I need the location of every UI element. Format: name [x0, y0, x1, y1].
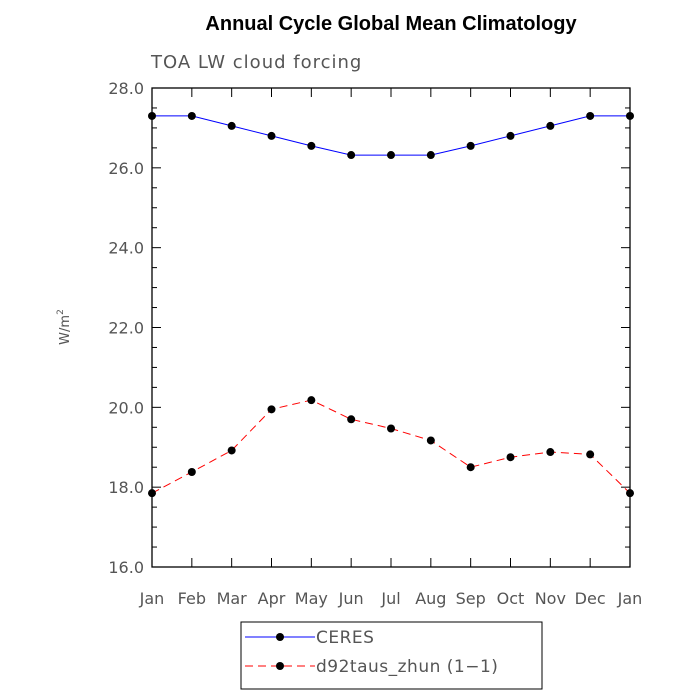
y-tick-label: 26.0: [108, 159, 144, 178]
x-axis: Jan Feb Mar Apr May Jun Jul Aug Sep Oct Nov Dec Jan: [139, 88, 643, 608]
data-point: [227, 121, 236, 130]
y-tick-label: 22.0: [108, 319, 144, 338]
x-tick-label: Oct: [497, 589, 525, 608]
data-point: [387, 424, 395, 433]
y-axis-label-superscript: 2: [56, 309, 66, 315]
data-point: [626, 489, 634, 498]
data-point: [546, 121, 555, 130]
x-tick-label: Jan: [139, 589, 165, 608]
x-tick-label: Dec: [575, 589, 606, 608]
series-line-1: [151, 399, 631, 494]
legend-marker-ceres: [276, 633, 284, 641]
legend-label-ceres: CERES: [316, 628, 374, 648]
x-tick-label: Nov: [535, 589, 566, 608]
x-tick-label: Jul: [380, 589, 400, 608]
data-point: [187, 467, 196, 476]
y-axis: 16.0 18.0 20.0 22.0 24.0 26.0 28.0: [108, 79, 630, 577]
x-tick-label: May: [295, 589, 328, 608]
legend-label-d92taus: d92taus_zhun (1−1): [316, 657, 498, 677]
data-point: [307, 396, 316, 405]
y-tick-label: 24.0: [108, 239, 144, 258]
data-point: [148, 489, 156, 498]
y-tick-label: 18.0: [108, 478, 144, 497]
data-point: [187, 111, 196, 120]
data-point: [586, 450, 595, 459]
data-point: [347, 415, 356, 424]
x-tick-label: Jan: [617, 589, 643, 608]
chart-title: Annual Cycle Global Mean Climatology: [205, 13, 577, 35]
x-tick-label: Feb: [178, 589, 206, 608]
data-point: [586, 111, 595, 120]
data-point: [267, 405, 276, 414]
data-point: [466, 141, 475, 150]
y-axis-label: W/m2: [56, 309, 73, 345]
x-tick-label: Jun: [338, 589, 364, 608]
data-point: [267, 131, 276, 140]
data-point: [506, 453, 515, 462]
series-layer: [148, 111, 634, 498]
plot-frame: [151, 87, 631, 568]
y-axis-label-main: W/m: [58, 315, 73, 345]
y-tick-label: 16.0: [108, 558, 144, 577]
data-point: [307, 141, 316, 150]
x-tick-label: Aug: [415, 589, 446, 608]
y-tick-label: 20.0: [108, 398, 144, 417]
x-tick-label: Mar: [217, 589, 248, 608]
x-tick-label: Sep: [456, 589, 486, 608]
x-tick-label: Apr: [258, 589, 286, 608]
legend-marker-d92taus: [276, 662, 284, 670]
data-point: [387, 151, 395, 160]
data-point: [506, 131, 515, 140]
data-point: [347, 151, 356, 160]
legend-item-ceres: CERES: [245, 628, 374, 648]
data-point: [466, 463, 475, 472]
data-point: [626, 111, 634, 120]
data-point: [148, 111, 156, 120]
data-point: [546, 448, 555, 457]
data-point: [426, 436, 435, 445]
chart-subtitle: TOA LW cloud forcing: [150, 52, 362, 73]
plot-border: [151, 87, 631, 568]
legend-box: [240, 621, 543, 690]
y-tick-label: 28.0: [108, 79, 144, 98]
legend: CERES d92taus_zhun (1−1): [240, 621, 543, 690]
data-point: [227, 446, 236, 455]
data-point: [426, 151, 435, 160]
series-line-0: [152, 115, 630, 156]
legend-item-d92taus: d92taus_zhun (1−1): [245, 657, 498, 677]
